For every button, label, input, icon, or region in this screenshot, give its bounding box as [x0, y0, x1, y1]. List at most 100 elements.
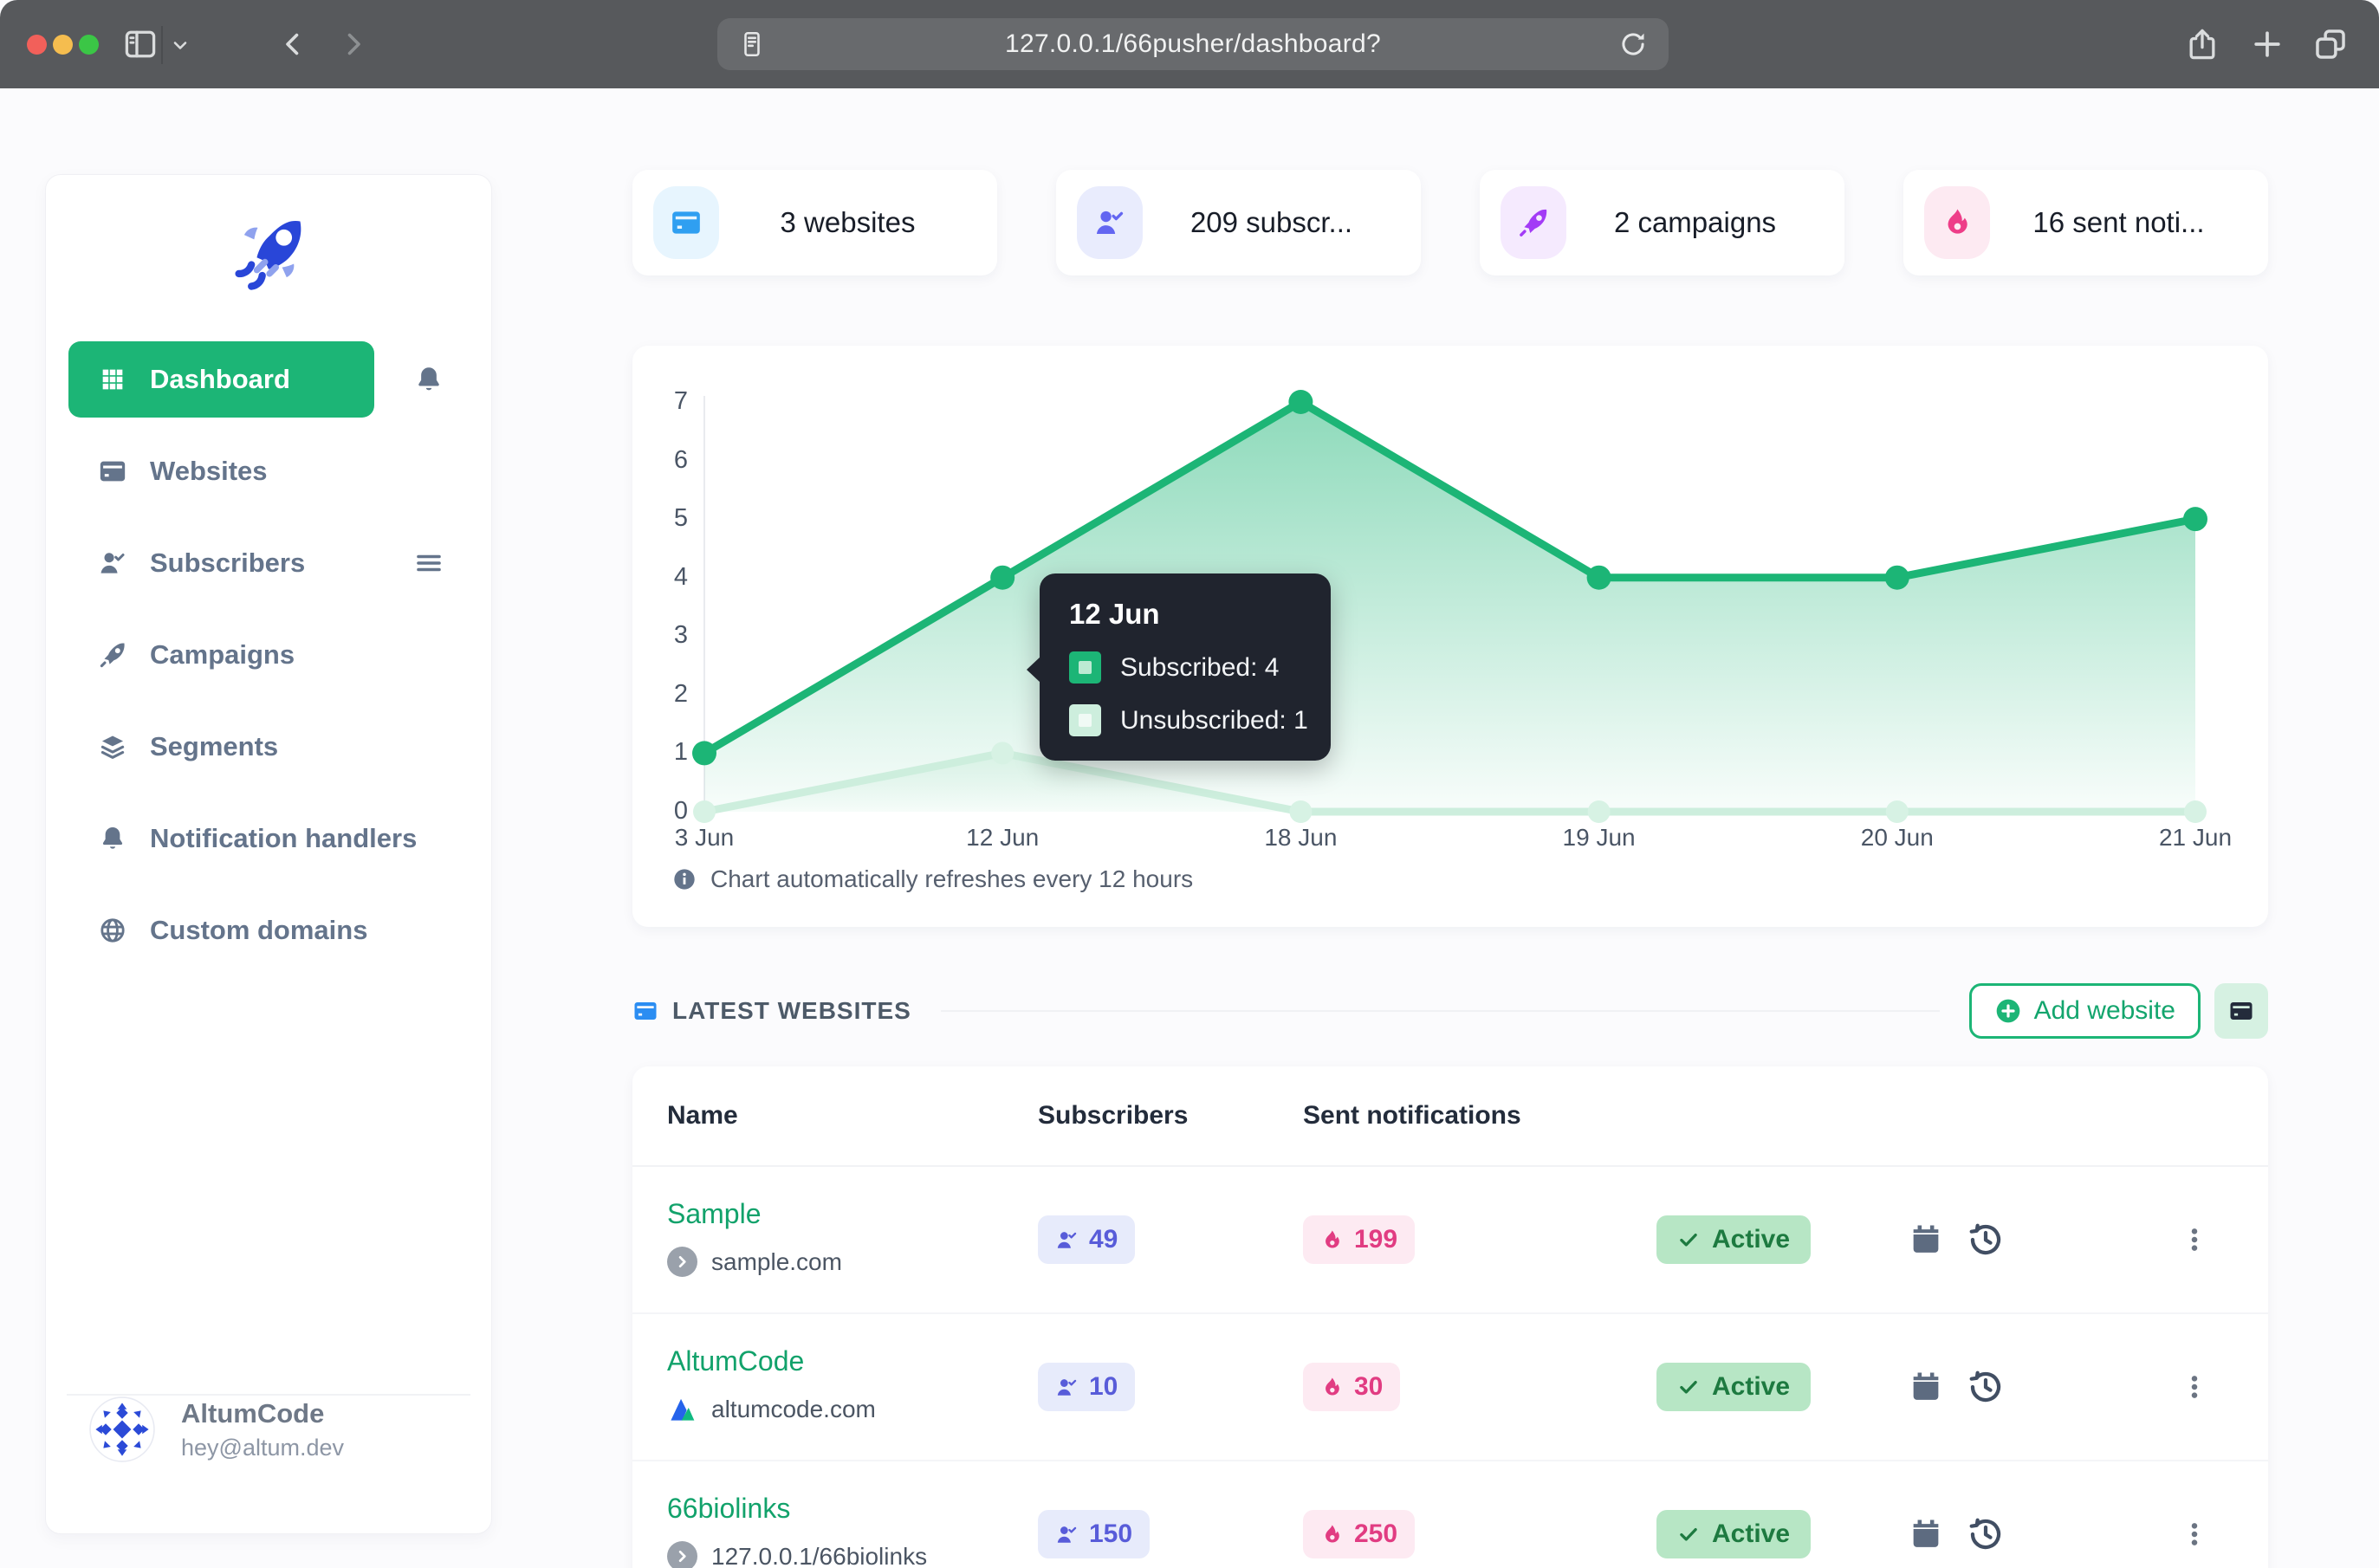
y-tick: 5 — [673, 504, 688, 533]
fire-icon — [1320, 1376, 1344, 1399]
sidebar-divider — [67, 1394, 470, 1396]
y-tick: 1 — [673, 738, 688, 767]
chrome-divider — [161, 26, 163, 64]
column-header: Subscribers — [1038, 1101, 1189, 1130]
sidebar-item-label: Notification handlers — [150, 823, 418, 853]
x-tick: 19 Jun — [1562, 824, 1636, 851]
new-tab-icon[interactable] — [2248, 25, 2286, 63]
y-tick: 4 — [673, 562, 688, 591]
reader-icon[interactable] — [736, 29, 768, 60]
window-close-button[interactable] — [27, 35, 47, 55]
user-email: hey@altum.dev — [181, 1434, 344, 1461]
sidebar-item-label: Segments — [150, 731, 279, 761]
grid-icon — [98, 365, 127, 394]
stat-icon-box — [1924, 186, 1990, 259]
sidebar-row-subscribers: Subscribers — [68, 517, 469, 609]
stat-label: 209 subscr... — [1190, 206, 1353, 238]
rocket-icon — [98, 640, 127, 670]
table-header-row: Name Subscribers Sent notifications — [632, 1066, 2268, 1167]
sidebar-row-notification-handlers: Notification handlers — [68, 793, 469, 884]
share-icon[interactable] — [2183, 25, 2221, 63]
subscribers-pill: 150 — [1038, 1510, 1151, 1558]
sidebar-item-subscribers[interactable]: Subscribers — [68, 525, 334, 601]
stat-card-0: 3 websites — [632, 170, 997, 275]
row-menu-icon[interactable] — [2180, 1225, 2209, 1254]
row-menu-icon[interactable] — [2180, 1372, 2209, 1402]
user-name: AltumCode — [181, 1397, 325, 1429]
subscribers-count: 150 — [1089, 1519, 1133, 1548]
sidebar-item-segments[interactable]: Segments — [68, 709, 308, 785]
website-name-link[interactable]: 66biolinks — [667, 1493, 791, 1524]
info-icon — [672, 867, 697, 891]
plus-circle-icon — [1994, 997, 2022, 1025]
sidebar-nav: Dashboard Websites Subscribers Campaigns Seg… — [68, 334, 469, 976]
chevron-right-icon — [674, 1548, 690, 1565]
user-check-icon — [1093, 206, 1126, 239]
subscribers-count: 10 — [1089, 1372, 1118, 1401]
sidebar-item-notification-handlers[interactable]: Notification handlers — [68, 800, 446, 877]
sidebar-toggle-icon[interactable] — [121, 25, 159, 63]
column-header: Sent notifications — [1303, 1101, 1521, 1130]
notifications-count: 30 — [1354, 1372, 1384, 1401]
tab-overview-icon[interactable] — [2311, 25, 2350, 63]
add-website-button[interactable]: Add website — [1968, 983, 2201, 1039]
sidebar-item-label: Campaigns — [150, 639, 295, 670]
website-url: altumcode.com — [667, 1394, 876, 1424]
stat-card-1: 209 subscr... — [1056, 170, 1421, 275]
status-badge: Active — [1656, 1510, 1812, 1558]
calendar-icon[interactable] — [1908, 1516, 1944, 1552]
y-tick: 3 — [673, 621, 688, 650]
latest-websites-table: Name Subscribers Sent notifications Sample… — [632, 1066, 2268, 1568]
history-icon[interactable] — [1967, 1368, 2005, 1406]
history-icon[interactable] — [1967, 1221, 2005, 1259]
back-button-icon[interactable] — [277, 29, 308, 60]
sidebar-item-label: Dashboard — [150, 364, 290, 394]
calendar-icon[interactable] — [1908, 1221, 1944, 1258]
stat-card-2: 2 campaigns — [1480, 170, 1844, 275]
y-tick: 6 — [673, 445, 688, 474]
reload-icon[interactable] — [1617, 28, 1650, 61]
forward-button-icon[interactable] — [338, 29, 369, 60]
legend-swatch — [1069, 704, 1101, 736]
browser-icon — [98, 457, 127, 486]
sidebar-item-websites[interactable]: Websites — [68, 433, 297, 509]
tooltip-row-label: Subscribed: 4 — [1120, 652, 1280, 682]
history-icon[interactable] — [1967, 1515, 2005, 1553]
tooltip-row: Subscribed: 4 — [1069, 651, 1301, 684]
window-zoom-button[interactable] — [79, 35, 99, 55]
status-badge: Active — [1656, 1363, 1812, 1411]
globe-icon — [98, 916, 127, 945]
subscribers-menu-icon[interactable] — [413, 548, 444, 579]
sent-notifications-pill: 30 — [1303, 1363, 1401, 1411]
stat-icon-box — [1077, 186, 1143, 259]
website-url-text: altumcode.com — [711, 1395, 876, 1422]
subscribers-chart — [632, 346, 2268, 927]
view-all-websites-button[interactable] — [2214, 983, 2268, 1039]
sidebar-item-label: Websites — [150, 456, 268, 486]
chevron-down-icon[interactable] — [170, 35, 191, 55]
tooltip-row-label: Unsubscribed: 1 — [1120, 705, 1308, 735]
url-bar[interactable]: 127.0.0.1/66pusher/dashboard? — [717, 18, 1669, 70]
status-badge: Active — [1656, 1215, 1812, 1264]
website-url-text: 127.0.0.1/66biolinks — [711, 1542, 928, 1568]
stat-card-3: 16 sent noti... — [1903, 170, 2268, 275]
browser-icon — [670, 206, 703, 239]
table-row: 66biolinks 127.0.0.1/66biolinks 150 250 Acti… — [632, 1461, 2268, 1568]
row-menu-icon[interactable] — [2180, 1519, 2209, 1549]
add-website-label: Add website — [2033, 996, 2175, 1025]
calendar-icon[interactable] — [1908, 1369, 1944, 1405]
notifications-bell-icon[interactable] — [413, 364, 444, 395]
website-name-link[interactable]: AltumCode — [667, 1345, 805, 1377]
sidebar-item-dashboard[interactable]: Dashboard — [68, 341, 374, 418]
user-profile[interactable]: AltumCode hey@altum.dev — [89, 1396, 344, 1462]
stat-label: 16 sent noti... — [2032, 206, 2205, 238]
notifications-count: 250 — [1354, 1519, 1398, 1548]
sidebar-item-campaigns[interactable]: Campaigns — [68, 617, 324, 693]
avatar — [89, 1396, 155, 1462]
fire-icon — [1320, 1523, 1344, 1546]
browser-chrome: 127.0.0.1/66pusher/dashboard? — [0, 0, 2379, 88]
y-tick: 0 — [673, 797, 688, 825]
sidebar-item-custom-domains[interactable]: Custom domains — [68, 892, 397, 969]
website-name-link[interactable]: Sample — [667, 1198, 762, 1229]
window-minimize-button[interactable] — [53, 35, 73, 55]
